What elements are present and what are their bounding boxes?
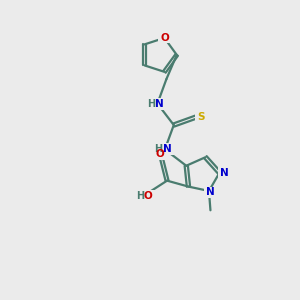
Text: N: N [155, 99, 164, 109]
FancyBboxPatch shape [154, 150, 166, 160]
Text: N: N [163, 144, 172, 154]
Text: S: S [198, 112, 205, 122]
Text: H: H [136, 190, 144, 200]
FancyBboxPatch shape [148, 98, 170, 109]
FancyBboxPatch shape [158, 33, 171, 43]
FancyBboxPatch shape [195, 111, 206, 122]
Text: H: H [154, 144, 162, 154]
FancyBboxPatch shape [133, 190, 155, 202]
Text: O: O [155, 149, 164, 159]
FancyBboxPatch shape [218, 167, 231, 178]
Text: O: O [160, 33, 169, 43]
Text: N: N [206, 188, 215, 197]
Text: O: O [143, 190, 152, 200]
FancyBboxPatch shape [155, 143, 178, 155]
Text: N: N [220, 168, 229, 178]
FancyBboxPatch shape [204, 187, 217, 198]
Text: H: H [147, 99, 155, 109]
